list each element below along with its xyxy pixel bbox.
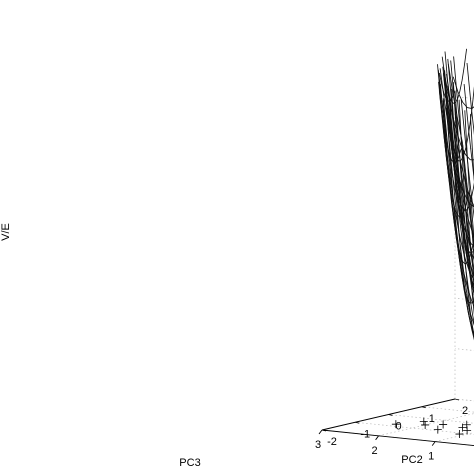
plus-marker xyxy=(391,420,400,429)
y-axis-label: PC2 xyxy=(401,454,422,466)
plus-marker xyxy=(421,420,430,429)
plus-marker xyxy=(458,423,467,432)
grid-line xyxy=(388,414,474,424)
z-axis-label: V/E xyxy=(0,223,12,241)
surface-mesh-line xyxy=(444,70,474,212)
grid-line xyxy=(435,432,474,442)
grid xyxy=(321,96,474,446)
surface-mesh-line xyxy=(446,85,474,161)
surface-mesh-line xyxy=(438,81,474,281)
surface-mesh-line xyxy=(439,68,474,207)
grid-line xyxy=(454,348,474,351)
grid-line xyxy=(355,421,474,435)
x-tick-mark xyxy=(375,435,379,441)
surface-mesh-line xyxy=(451,88,474,286)
x-tick-mark xyxy=(431,441,436,446)
y-tick-label: 2 xyxy=(462,405,468,417)
plus-marker xyxy=(455,430,464,439)
x-axis-label: PC3 xyxy=(179,457,200,469)
scatter-points xyxy=(391,417,472,439)
x-tick-label: 3 xyxy=(315,439,321,451)
y-tick-mark xyxy=(454,398,460,401)
y-tick-label: 1 xyxy=(429,413,435,425)
surface-mesh-line xyxy=(439,84,474,243)
y-tick-label: 0 xyxy=(395,421,401,433)
y-tick-label: -1 xyxy=(360,428,370,440)
x-axis-line xyxy=(321,429,474,447)
plus-marker xyxy=(462,420,471,429)
axes xyxy=(318,398,474,447)
y-tick-mark xyxy=(355,421,360,424)
plus-marker xyxy=(439,420,448,429)
surface-mesh xyxy=(437,48,474,341)
surface-mesh-line xyxy=(438,72,474,296)
grid-line xyxy=(321,429,474,446)
y-tick-mark xyxy=(388,414,393,416)
tick-labels: -2-10123-2-101200.20.40.60.811.2 xyxy=(315,405,468,463)
surface-mesh-line xyxy=(441,48,468,104)
y-tick-label: -2 xyxy=(327,436,337,448)
surface-mesh-line xyxy=(450,60,474,272)
x-tick-mark xyxy=(318,429,323,435)
surface-mesh-line xyxy=(446,104,474,304)
y-tick-mark xyxy=(321,429,327,432)
y-tick-mark xyxy=(421,406,426,409)
surface-mesh-line xyxy=(442,72,474,162)
surface-mesh-line xyxy=(452,82,474,340)
x-tick-label: 1 xyxy=(428,451,434,463)
x-tick-label: 2 xyxy=(372,445,378,457)
plus-marker xyxy=(433,425,442,434)
surface-mesh-line xyxy=(442,100,474,265)
surface-mesh-line xyxy=(452,76,474,109)
grid-line xyxy=(421,406,474,413)
surface-mesh-line xyxy=(437,64,474,326)
grid-line xyxy=(378,413,474,437)
surface-mesh-line xyxy=(449,98,474,335)
plus-marker xyxy=(419,417,428,426)
surface-mesh-line xyxy=(444,51,474,295)
